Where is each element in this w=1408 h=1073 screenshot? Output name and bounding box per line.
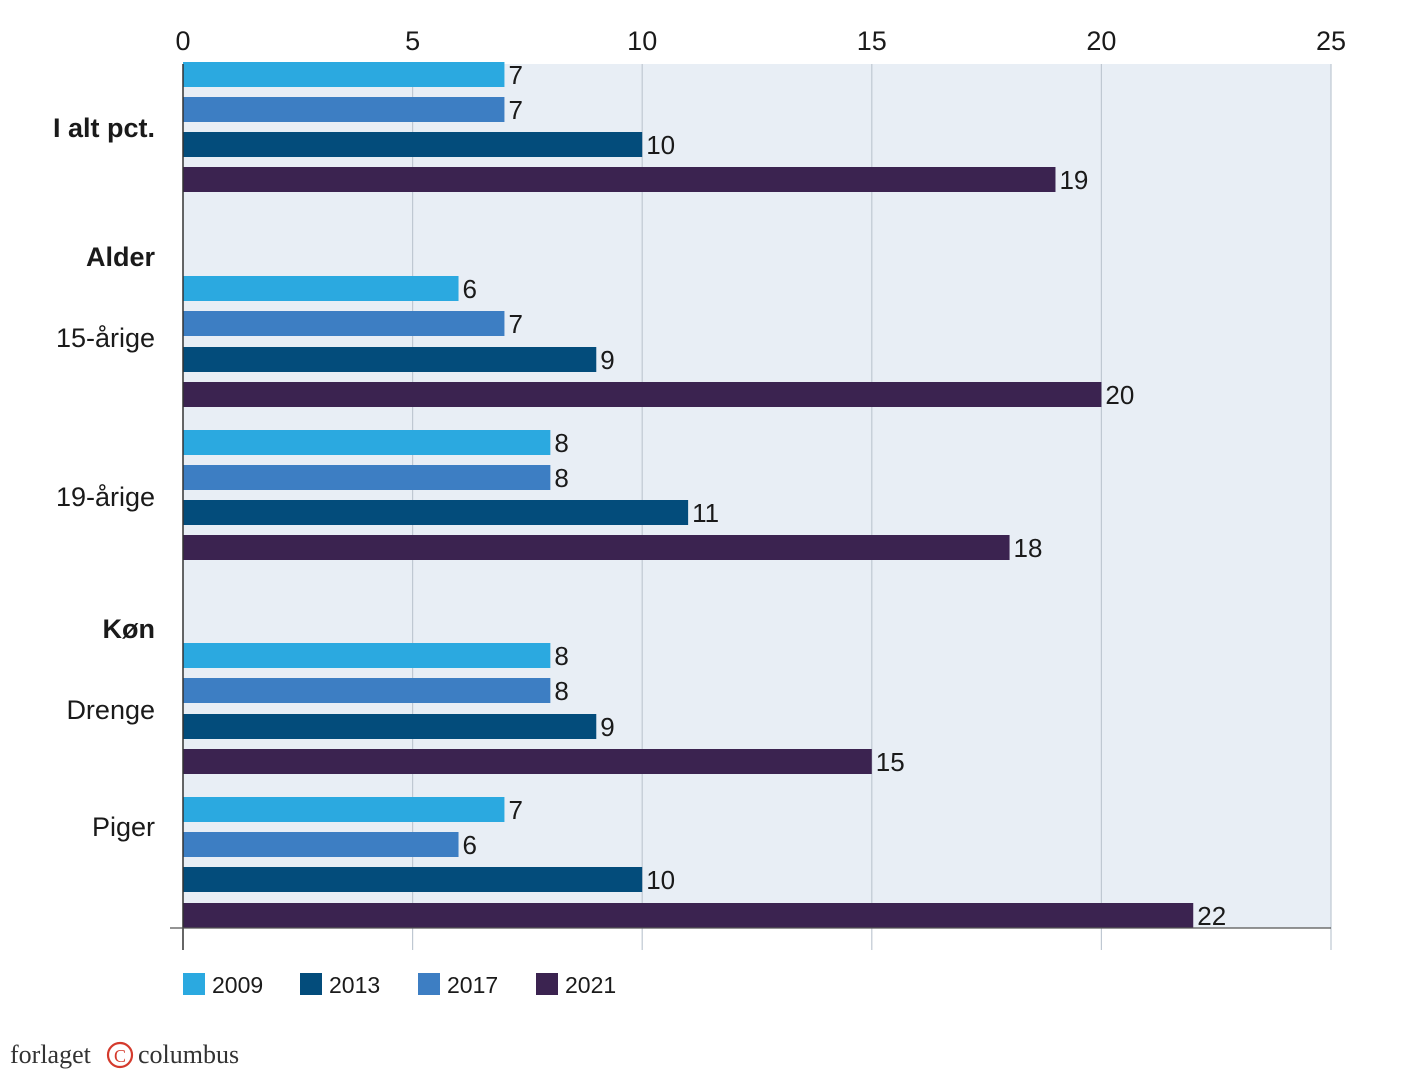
bar [183,500,689,525]
x-tick-label: 25 [1316,26,1346,56]
bar [183,311,505,336]
bar-value-label: 22 [1197,901,1226,931]
x-tick-label: 5 [405,26,420,56]
bar-value-label: 9 [600,345,614,375]
bar [183,797,505,822]
bar-value-label: 6 [463,274,477,304]
bar-value-label: 8 [554,428,568,458]
x-tick-label: 0 [175,26,190,56]
bar-value-label: 7 [508,60,522,90]
category-label: Alder [86,242,156,272]
bar-value-label: 9 [600,712,614,742]
bar [183,832,459,857]
bar [183,430,551,455]
legend-label: 2021 [565,972,616,998]
bar [183,97,505,122]
bar-value-label: 8 [554,641,568,671]
legend-label: 2017 [447,972,498,998]
bar [183,749,872,774]
x-axis-ticks: 0 5 10 15 20 25 [175,26,1346,56]
bar [183,347,597,372]
x-tick-label: 10 [627,26,657,56]
bar-value-label: 11 [692,498,719,528]
bar-value-label: 7 [508,795,522,825]
bar-value-label: 7 [508,309,522,339]
category-label: Køn [103,614,155,644]
bar-value-label: 6 [463,830,477,860]
bar [183,867,643,892]
bar-value-label: 19 [1059,165,1088,195]
bar [183,643,551,668]
bar-value-label: 20 [1105,380,1134,410]
bar-value-label: 8 [554,463,568,493]
bar-value-label: 18 [1014,533,1043,563]
legend-label: 2009 [212,972,263,998]
bar-value-label: 8 [554,676,568,706]
bar [183,714,597,739]
bar-value-label: 7 [508,95,522,125]
category-label: 19-årige [56,482,155,512]
legend-swatch [536,973,558,995]
category-label: Drenge [66,695,155,725]
brand-right-text: columbus [138,1040,239,1069]
copyright-circle-icon [106,1041,134,1069]
category-label: I alt pct. [53,113,155,143]
bar [183,167,1056,192]
category-labels: I alt pct. Alder 15-årige 19-årige Køn Drenge… [53,113,155,842]
legend-label: 2013 [329,972,380,998]
bars: 7 7 10 19 6 7 9 20 8 8 11 18 8 8 9 15 7 6 10 22 [183,60,1226,931]
publisher-logo: forlaget C columbus [10,1040,239,1069]
plot-background [183,64,1331,928]
bar [183,678,551,703]
legend-swatch [418,973,440,995]
x-tick-label: 15 [857,26,887,56]
brand-symbol: C [114,1046,126,1066]
bar [183,465,551,490]
bar [183,382,1102,407]
legend-swatch [300,973,322,995]
bar-value-label: 15 [876,747,905,777]
bar [183,132,643,157]
bar [183,62,505,87]
legend-swatch [183,973,205,995]
bar-value-label: 10 [646,130,675,160]
axes [170,64,1331,950]
x-tick-label: 20 [1086,26,1116,56]
category-label: 15-årige [56,323,155,353]
brand-left-text: forlaget [10,1040,92,1069]
bar-value-label: 10 [646,865,675,895]
legend: 2009 2013 2017 2021 [183,972,616,998]
bar [183,535,1010,560]
bar [183,903,1194,928]
bar [183,276,459,301]
category-label: Piger [92,812,155,842]
